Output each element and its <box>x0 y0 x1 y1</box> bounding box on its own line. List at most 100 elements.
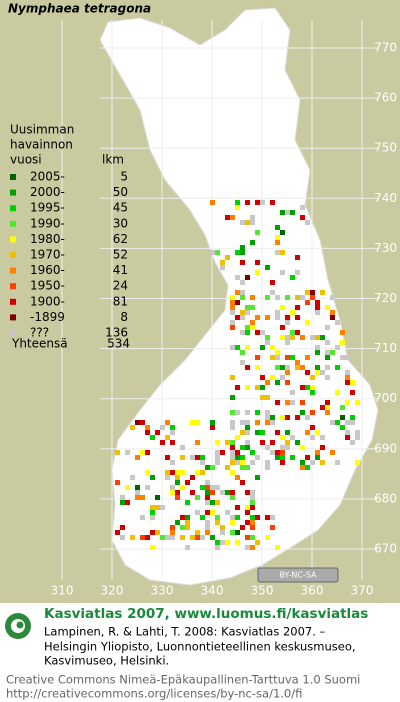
record-square <box>275 315 280 320</box>
record-square <box>275 450 280 455</box>
record-square <box>240 465 245 470</box>
record-square <box>300 410 305 415</box>
record-square <box>275 365 280 370</box>
record-square <box>325 355 330 360</box>
record-square <box>265 335 270 340</box>
legend-count: 52 <box>113 248 128 262</box>
record-square <box>315 305 320 310</box>
record-square <box>305 290 310 295</box>
record-square <box>225 465 230 470</box>
record-square <box>255 230 260 235</box>
record-square <box>240 310 245 315</box>
record-square <box>330 315 335 320</box>
record-square <box>270 420 275 425</box>
record-square <box>305 320 310 325</box>
legend-label: 2000- <box>30 185 65 199</box>
record-square <box>205 495 210 500</box>
legend-swatch <box>10 174 16 180</box>
record-square <box>315 430 320 435</box>
record-square <box>230 530 235 535</box>
record-square <box>330 310 335 315</box>
record-square <box>205 520 210 525</box>
y-tick-label: 710 <box>374 341 397 355</box>
record-square <box>290 275 295 280</box>
map-grid <box>61 20 378 580</box>
record-square <box>185 520 190 525</box>
record-square <box>255 330 260 335</box>
record-square <box>250 525 255 530</box>
record-square <box>250 305 255 310</box>
legend-count: 45 <box>113 201 128 215</box>
record-square <box>325 400 330 405</box>
record-square <box>200 470 205 475</box>
record-square <box>135 485 140 490</box>
record-square <box>170 430 175 435</box>
record-square <box>290 390 295 395</box>
record-square <box>265 315 270 320</box>
record-square <box>310 425 315 430</box>
record-square <box>215 500 220 505</box>
record-square <box>225 510 230 515</box>
record-square <box>330 295 335 300</box>
record-square <box>275 380 280 385</box>
record-square <box>200 535 205 540</box>
record-square <box>175 475 180 480</box>
legend-count: 41 <box>113 263 128 277</box>
record-square <box>330 420 335 425</box>
record-square <box>290 335 295 340</box>
record-square <box>205 465 210 470</box>
record-square <box>235 385 240 390</box>
record-square <box>330 450 335 455</box>
record-square <box>245 325 250 330</box>
y-tick-label: 720 <box>374 291 397 305</box>
record-square <box>230 455 235 460</box>
record-square <box>250 495 255 500</box>
record-square <box>230 320 235 325</box>
record-square <box>185 525 190 530</box>
record-square <box>115 450 120 455</box>
record-square <box>295 315 300 320</box>
site-title: Kasviatlas 2007, www.luomus.fi/kasviatla… <box>44 606 368 622</box>
legend-count: 81 <box>113 294 128 308</box>
record-square <box>260 430 265 435</box>
legend-count: 8 <box>120 310 128 324</box>
record-square <box>240 280 245 285</box>
record-square <box>245 385 250 390</box>
record-square <box>130 535 135 540</box>
record-square <box>235 290 240 295</box>
record-square <box>300 205 305 210</box>
record-square <box>170 535 175 540</box>
record-square <box>260 395 265 400</box>
record-square <box>270 515 275 520</box>
legend-label: 1960- <box>30 263 65 277</box>
record-square <box>135 455 140 460</box>
record-square <box>255 420 260 425</box>
record-square <box>245 490 250 495</box>
record-square <box>305 455 310 460</box>
total-count: 534 <box>107 337 130 351</box>
finland-outline <box>99 7 379 586</box>
record-square <box>115 530 120 535</box>
record-square <box>195 535 200 540</box>
record-square <box>200 460 205 465</box>
legend-count: 30 <box>113 216 128 230</box>
record-square <box>255 410 260 415</box>
record-square <box>280 445 285 450</box>
record-square <box>230 420 235 425</box>
record-square <box>210 250 215 255</box>
record-square <box>255 540 260 545</box>
legend-label: 1950- <box>30 279 65 293</box>
record-square <box>275 400 280 405</box>
record-square <box>240 455 245 460</box>
record-square <box>280 335 285 340</box>
record-square <box>165 455 170 460</box>
record-square <box>175 520 180 525</box>
record-square <box>340 425 345 430</box>
record-square <box>285 365 290 370</box>
record-square <box>205 530 210 535</box>
record-square <box>145 470 150 475</box>
record-square <box>325 375 330 380</box>
legend-heading: havainnon <box>10 138 73 152</box>
y-tick-label: 750 <box>374 141 397 155</box>
